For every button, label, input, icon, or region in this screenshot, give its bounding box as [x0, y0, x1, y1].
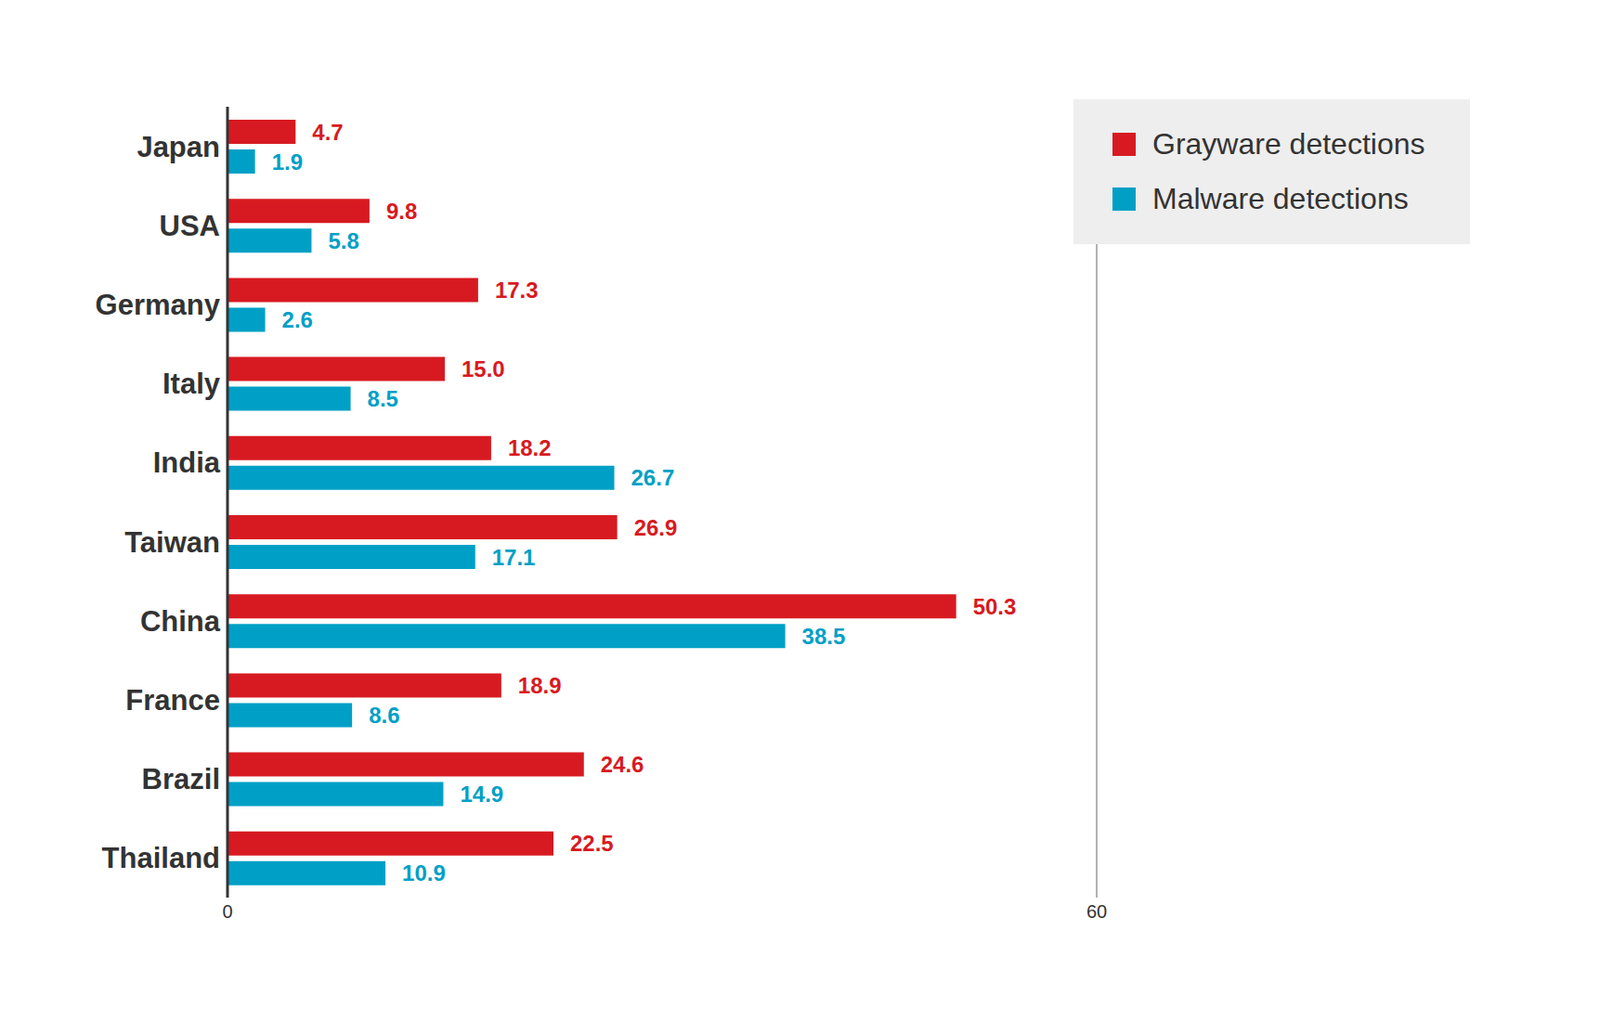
svg-text:2.6: 2.6 [282, 307, 313, 333]
svg-text:Germany: Germany [95, 288, 222, 322]
svg-text:4.7: 4.7 [312, 119, 343, 145]
svg-text:China: China [140, 605, 222, 638]
svg-text:Thailand: Thailand [102, 842, 221, 875]
svg-text:14.9: 14.9 [459, 781, 504, 807]
svg-text:Italy: Italy [162, 367, 222, 401]
svg-text:60: 60 [1086, 901, 1107, 923]
svg-text:50.3: 50.3 [973, 594, 1017, 620]
svg-text:17.3: 17.3 [494, 277, 539, 303]
svg-text:8.6: 8.6 [368, 702, 400, 729]
html-text:Grayware detections: Grayware detections [1152, 127, 1425, 161]
svg-text:18.9: 18.9 [518, 673, 562, 699]
html-text:Malware detections: Malware detections [1152, 182, 1409, 216]
svg-text:10.9: 10.9 [402, 860, 446, 886]
svg-text:8.5: 8.5 [367, 386, 399, 412]
svg-text:0: 0 [221, 901, 233, 923]
svg-text:1.9: 1.9 [272, 149, 303, 175]
svg-text:9.8: 9.8 [386, 198, 417, 224]
svg-text:France: France [125, 684, 221, 717]
svg-text:17.1: 17.1 [492, 545, 536, 571]
svg-text:15.0: 15.0 [461, 356, 506, 382]
svg-text:Brazil: Brazil [142, 763, 221, 796]
svg-text:India: India [153, 446, 222, 480]
svg-text:26.9: 26.9 [634, 515, 678, 541]
svg-text:24.6: 24.6 [600, 752, 645, 778]
svg-text:USA: USA [159, 209, 221, 243]
svg-text:5.8: 5.8 [327, 228, 359, 254]
svg-text:Japan: Japan [136, 130, 221, 164]
svg-text:22.5: 22.5 [570, 831, 614, 857]
svg-text:26.7: 26.7 [631, 465, 676, 491]
svg-text:38.5: 38.5 [802, 624, 846, 650]
svg-text:Taiwan: Taiwan [124, 526, 221, 560]
svg-text:18.2: 18.2 [507, 435, 552, 461]
